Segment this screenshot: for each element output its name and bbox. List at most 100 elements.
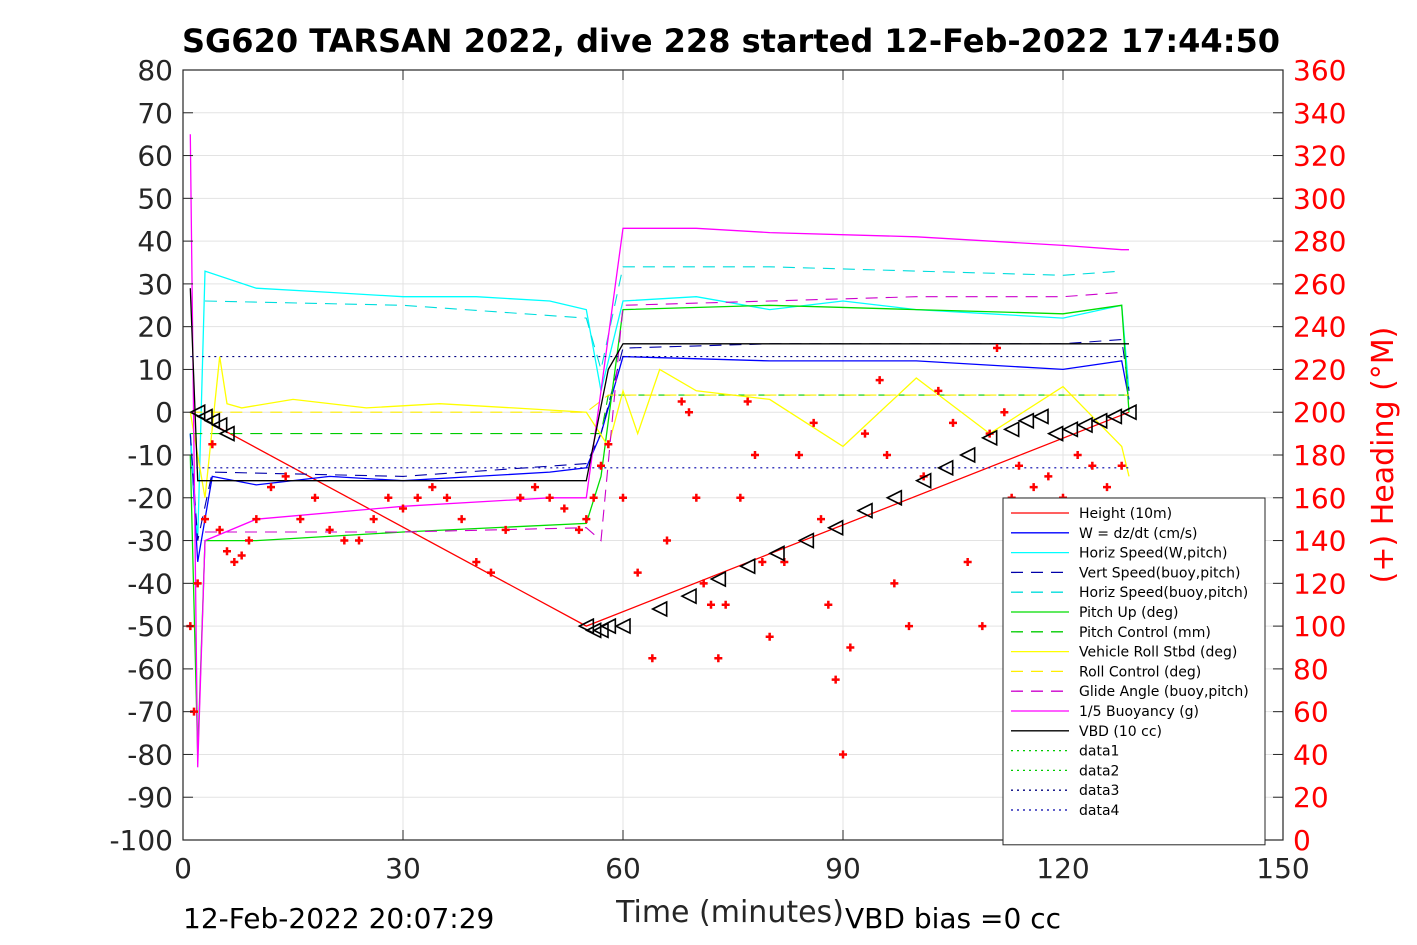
vbd-marker — [980, 429, 998, 447]
x-axis-label: Time (minutes) — [615, 895, 844, 930]
y-right-tick-label: 40 — [1293, 738, 1329, 771]
y-right-tick-label: 20 — [1293, 781, 1329, 814]
heading-marker — [809, 418, 818, 427]
chart-title: SG620 TARSAN 2022, dive 228 started 12-F… — [182, 22, 1280, 60]
series-layer — [189, 134, 1130, 768]
heading-marker — [399, 504, 407, 513]
vbd-marker — [218, 425, 235, 442]
vbd-marker — [203, 412, 221, 430]
y-tick-label: 40 — [137, 225, 173, 258]
heading-marker — [721, 600, 730, 609]
legend-label: Horiz Speed(buoy,pitch) — [1079, 585, 1248, 601]
y-right-tick-label: 300 — [1293, 182, 1346, 215]
right-y-axis-label: (+) Heading (°M) — [1366, 327, 1401, 584]
y-tick-label: -10 — [127, 439, 173, 472]
heading-marker — [817, 515, 825, 524]
heading-marker — [677, 397, 686, 406]
footer-timestamp: 12-Feb-2022 20:07:29 — [183, 902, 494, 935]
vbd-marker — [680, 587, 697, 605]
heading-marker — [589, 493, 598, 502]
heading-marker — [743, 397, 752, 406]
heading-marker — [758, 557, 767, 566]
y-tick-label: -50 — [127, 610, 173, 643]
vbd-marker — [885, 489, 903, 507]
x-tick-label: 90 — [825, 852, 861, 885]
heading-marker — [699, 579, 708, 588]
y-right-tick-label: 320 — [1293, 140, 1346, 173]
y-right-tick-label: 120 — [1293, 567, 1346, 600]
vbd-marker — [584, 622, 602, 639]
legend-label: data3 — [1079, 783, 1119, 799]
y-tick-label: 20 — [137, 311, 173, 344]
y-tick-label: 30 — [137, 268, 173, 301]
heading-marker — [795, 451, 803, 459]
series-line-11 — [189, 288, 1129, 482]
x-tick-label: 150 — [1256, 852, 1309, 885]
y-right-tick-label: 280 — [1293, 225, 1346, 258]
y-right-tick-label: 100 — [1293, 610, 1346, 643]
heading-marker — [245, 536, 253, 545]
heading-marker — [223, 547, 231, 556]
vbd-marker — [826, 519, 844, 537]
series-line-6 — [190, 394, 1129, 435]
vbd-marker — [1090, 412, 1108, 430]
heading-marker — [831, 675, 840, 684]
heading-marker — [369, 515, 378, 524]
heading-marker — [619, 493, 627, 502]
vbd-marker — [188, 403, 206, 421]
heading-marker — [1029, 483, 1038, 492]
heading-marker — [237, 551, 246, 560]
heading-marker — [413, 493, 422, 502]
vbd-marker — [856, 502, 873, 519]
legend-label: W = dz/dt (cm/s) — [1079, 526, 1198, 542]
vbd-marker — [1002, 421, 1020, 438]
y-right-tick-label: 200 — [1293, 396, 1346, 429]
legend: Height (10m) W = dz/dt (cm/s) Horiz Speed(… — [1002, 497, 1266, 846]
vbd-marker — [210, 416, 228, 434]
vbd-marker — [958, 446, 976, 464]
heading-marker — [457, 515, 466, 524]
heading-marker — [340, 536, 349, 545]
y-tick-label: -60 — [127, 653, 173, 686]
heading-marker — [325, 525, 334, 534]
legend-label: 1/5 Buoyancy (g) — [1079, 704, 1199, 720]
y-tick-label: -30 — [127, 525, 173, 558]
legend-label: Pitch Up (deg) — [1079, 605, 1178, 621]
heading-marker — [934, 386, 943, 395]
legend-label: Roll Control (deg) — [1079, 664, 1201, 680]
heading-marker — [736, 493, 745, 502]
series-line-0 — [189, 411, 1130, 627]
heading-marker — [215, 525, 224, 534]
heading-marker — [443, 493, 451, 502]
heading-marker — [252, 515, 261, 524]
heading-marker — [208, 440, 217, 449]
legend-box — [1002, 497, 1266, 846]
heading-marker — [846, 643, 855, 652]
vbd-marker — [577, 617, 595, 635]
x-tick-label: 120 — [1036, 852, 1089, 885]
vbd-marker — [1120, 403, 1137, 421]
y-tick-label: 80 — [137, 54, 173, 87]
x-tick-label: 30 — [385, 852, 421, 885]
heading-marker — [751, 451, 759, 459]
heading-marker — [905, 622, 913, 631]
y-right-tick-label: 80 — [1293, 653, 1329, 686]
series-line-9 — [205, 291, 1122, 542]
vbd-marker — [1046, 425, 1064, 442]
heading-marker — [875, 376, 884, 385]
series-line-8 — [190, 394, 1129, 413]
y-tick-label: -40 — [127, 567, 173, 600]
y-tick-label: -80 — [127, 738, 173, 771]
marker-layer — [186, 344, 1137, 759]
heading-marker — [978, 622, 987, 631]
heading-marker — [472, 557, 481, 566]
y-right-tick-label: 60 — [1293, 696, 1329, 729]
heading-marker — [201, 515, 209, 524]
heading-marker — [516, 493, 525, 502]
heading-marker — [963, 557, 972, 566]
heading-marker — [604, 440, 613, 449]
x-tick-label: 60 — [605, 852, 641, 885]
legend-label: Pitch Control (mm) — [1079, 625, 1211, 641]
y-tick-label: 60 — [137, 140, 173, 173]
heading-marker — [531, 483, 539, 492]
